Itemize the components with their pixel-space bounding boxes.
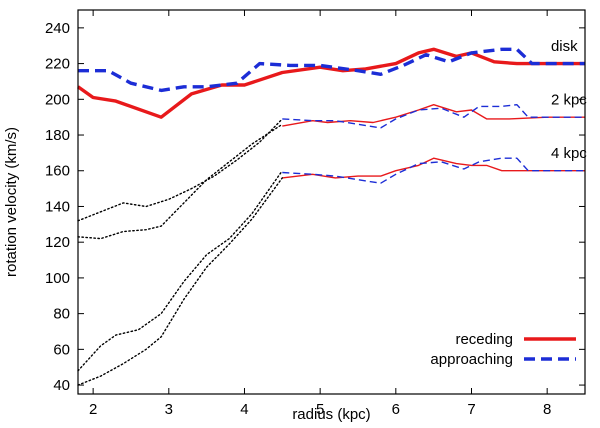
- series-layer: [77, 47, 585, 386]
- y-tick-label: 120: [45, 234, 70, 251]
- series-inner-inner-line: [77, 169, 283, 372]
- series-disk-receding-line: [77, 47, 585, 119]
- y-tick-label: 60: [53, 341, 70, 358]
- axis-ticks: [78, 10, 585, 394]
- legend: receding approaching: [430, 331, 576, 368]
- y-tick-label: 100: [45, 270, 70, 287]
- series-2-kpc-approaching-line: [282, 103, 585, 129]
- series-inner-inner-line: [77, 123, 283, 240]
- x-tick-label: 6: [392, 401, 400, 418]
- y-tick-label: 200: [45, 91, 70, 108]
- legend-label-approaching: approaching: [430, 351, 513, 368]
- x-tick-label: 5: [316, 401, 324, 418]
- series-4-kpc-approaching-line: [282, 157, 585, 184]
- y-tick-label: 40: [53, 377, 70, 394]
- x-tick-label: 2: [89, 401, 97, 418]
- series-inner-inner-line: [77, 118, 283, 222]
- x-axis-title: radius (kpc): [292, 406, 370, 423]
- curve-label-disk: disk: [551, 38, 578, 55]
- x-tick-label: 4: [240, 401, 248, 418]
- curve-labels: disk 2 kpc 4 kpc: [551, 38, 587, 162]
- series-4-kpc-receding-line: [282, 157, 585, 179]
- series-2-kpc-receding-line: [282, 103, 585, 127]
- tick-labels: 2 3 4 5 6 7 8 40 60 80 100 120 140 160 180 200 220 240: [45, 20, 551, 418]
- curve-label-2-kpc: 2 kpc: [551, 92, 587, 109]
- series-disk-approaching-line: [78, 47, 585, 93]
- curve-label-4-kpc: 4 kpc: [551, 145, 587, 162]
- y-tick-label: 240: [45, 20, 70, 37]
- x-tick-label: 8: [543, 401, 551, 418]
- y-tick-label: 160: [45, 163, 70, 180]
- x-tick-label: 7: [467, 401, 475, 418]
- plot-frame: [77, 9, 586, 395]
- y-tick-label: 80: [53, 306, 70, 323]
- x-tick-label: 3: [165, 401, 173, 418]
- y-tick-label: 180: [45, 127, 70, 144]
- y-axis-title: rotation velocity (km/s): [3, 127, 20, 277]
- y-tick-label: 140: [45, 198, 70, 215]
- y-tick-label: 220: [45, 56, 70, 73]
- series-inner-inner-line: [77, 177, 283, 386]
- legend-label-receding: receding: [455, 331, 513, 348]
